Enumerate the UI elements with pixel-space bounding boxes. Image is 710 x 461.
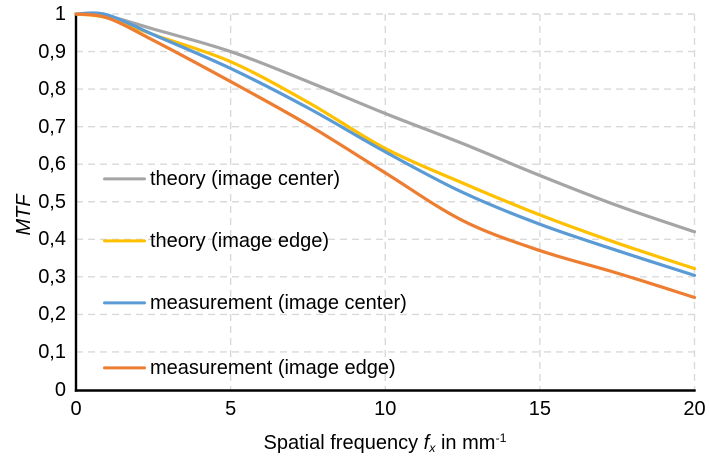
curve-measurement-image-edge (74, 12, 697, 300)
y-tick-label: 0,8 (38, 78, 66, 101)
x-axis-unit: mm (462, 431, 496, 454)
legend-label: measurement (image center) (150, 292, 407, 314)
curve-measurement-image-center (74, 11, 697, 277)
y-tick-label: 0 (54, 378, 66, 401)
y-tick-label: 1 (54, 3, 66, 25)
y-tick-label: 0,5 (38, 190, 66, 213)
x-axis-infix: in (440, 431, 457, 454)
x-tick-label: 20 (683, 398, 706, 420)
legend-line-sample (103, 301, 146, 305)
x-axis-title: Spatial frequency fx in mm-1 (264, 432, 507, 454)
x-axis-title-text: Spatial frequency (263, 431, 419, 454)
y-axis-title: MTF (13, 194, 35, 236)
y-tick-label: 0,1 (38, 340, 66, 363)
y-tick-label: 0,9 (38, 40, 66, 63)
y-tick-label: 0,6 (38, 153, 66, 176)
x-axis-subscript: x (429, 440, 436, 455)
legend-label: theory (image edge) (150, 229, 329, 252)
legend-label: theory (image center) (150, 168, 341, 190)
y-tick-label: 0,7 (38, 115, 66, 138)
legend-line-sample (103, 365, 146, 370)
x-tick-label: 0 (70, 398, 82, 420)
x-tick-label: 15 (528, 398, 551, 420)
x-axis-symbol: f (423, 431, 430, 454)
x-tick-label: 10 (374, 398, 397, 420)
legend-line-sample (103, 238, 146, 243)
x-tick-label: 5 (225, 398, 237, 420)
x-axis-exponent: -1 (495, 431, 507, 445)
legend-line-sample (103, 177, 146, 181)
y-tick-label: 0,2 (38, 303, 66, 326)
curve-theory-image-center (74, 12, 697, 234)
y-tick-label: 0,3 (38, 265, 66, 288)
y-tick-label: 0,4 (38, 228, 66, 251)
legend-label: measurement (image edge) (150, 356, 396, 379)
